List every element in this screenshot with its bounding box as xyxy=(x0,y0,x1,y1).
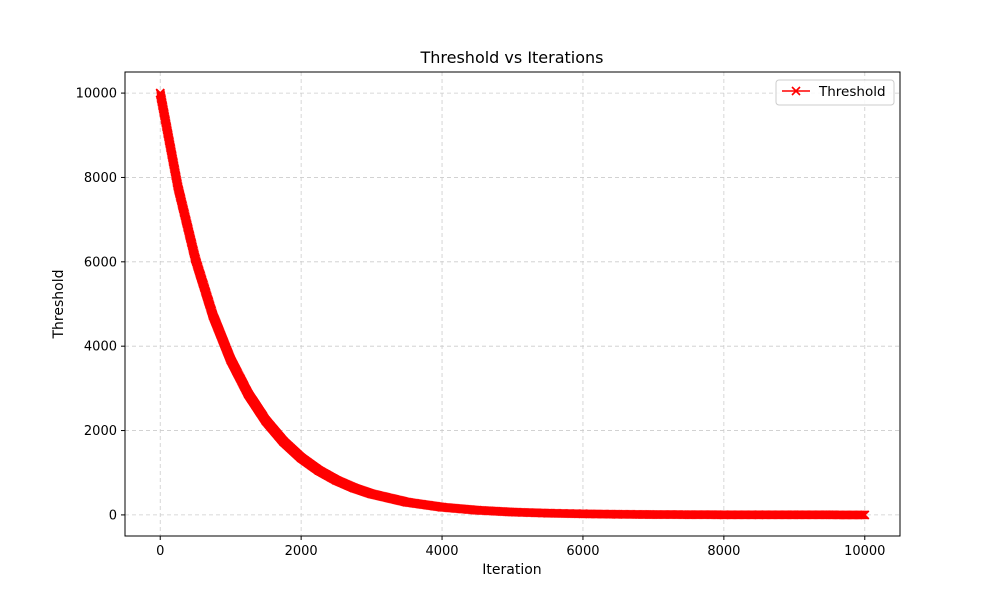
x-tick-label: 0 xyxy=(156,544,164,559)
legend-marker-glyph xyxy=(791,86,801,96)
data-point xyxy=(578,509,588,519)
x-tick-label: 6000 xyxy=(566,544,599,559)
legend-label-threshold: Threshold xyxy=(818,84,886,100)
data-point xyxy=(507,507,518,517)
chart-title: Threshold vs Iterations xyxy=(419,48,603,67)
data-point xyxy=(349,483,359,493)
data-point xyxy=(190,254,201,264)
data-point xyxy=(648,509,658,520)
y-tick-label: 10000 xyxy=(76,87,117,102)
data-point xyxy=(543,508,553,518)
data-point xyxy=(243,389,253,399)
data-point xyxy=(789,510,799,520)
data-point xyxy=(226,355,236,365)
legend-box xyxy=(775,79,895,106)
series-layer xyxy=(155,88,870,520)
data-point xyxy=(278,437,289,447)
y-tick-label: 4000 xyxy=(84,340,117,355)
data-point xyxy=(824,510,835,520)
data-point xyxy=(754,510,764,520)
y-tick-label: 2000 xyxy=(84,424,117,439)
y-tick-label: 0 xyxy=(109,508,117,523)
data-point xyxy=(437,502,447,512)
data-point xyxy=(472,505,482,515)
x-axis-label: Iteration xyxy=(482,562,541,578)
x-tick-label: 4000 xyxy=(425,544,458,559)
data-point xyxy=(173,181,183,191)
plot-area-frame xyxy=(124,71,901,537)
data-point xyxy=(155,88,165,98)
data-point xyxy=(208,311,218,321)
x-tick-label: 10000 xyxy=(844,544,885,559)
y-axis: 0 2000 4000 6000 8000 10000 xyxy=(76,87,125,523)
data-point xyxy=(331,475,341,485)
y-tick-label: 6000 xyxy=(84,255,117,270)
legend: Threshold xyxy=(775,79,895,106)
data-point xyxy=(261,416,271,426)
x-tick-label: 2000 xyxy=(285,544,318,559)
data-point xyxy=(860,510,870,520)
data-point xyxy=(367,489,377,499)
data-point xyxy=(613,509,623,519)
data-point xyxy=(402,497,412,507)
data-point xyxy=(719,510,729,520)
legend-x-marker-icon xyxy=(791,86,801,96)
y-axis-label: Threshold xyxy=(51,270,67,340)
x-axis: 0 2000 4000 6000 8000 10000 xyxy=(156,536,885,559)
data-point xyxy=(684,510,694,520)
y-tick-label: 8000 xyxy=(84,171,117,186)
data-point xyxy=(296,453,306,463)
data-point xyxy=(314,465,324,476)
x-tick-label: 8000 xyxy=(707,544,740,559)
